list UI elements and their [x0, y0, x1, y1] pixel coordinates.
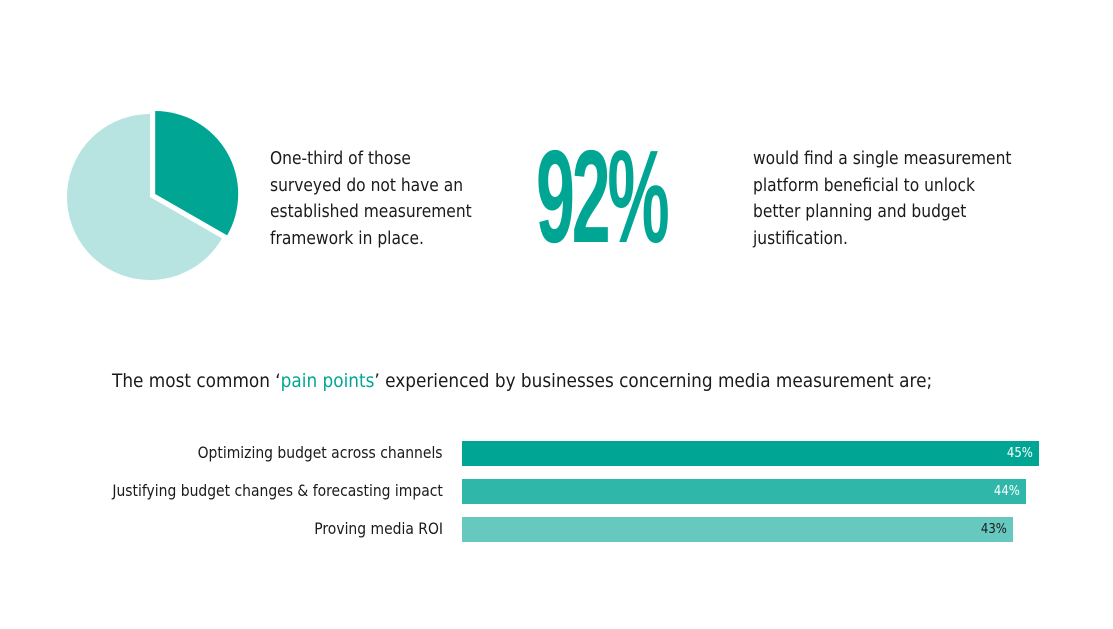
bar-category-label: Optimizing budget across channels: [198, 443, 443, 462]
headline-text-start: The most common ‘: [112, 370, 281, 392]
framework-stat-line: One-third of those: [270, 148, 411, 169]
bar-value-label: 43%: [981, 522, 1008, 537]
bar: 45%: [462, 441, 1039, 466]
bar: 43%: [462, 517, 1014, 542]
framework-stat-text: One-third of those surveyed do not have …: [270, 146, 472, 252]
platform-stat-text: would find a single measurement platform…: [753, 146, 1011, 252]
platform-stat-line: justification.: [753, 227, 848, 249]
bar-category-label: Justifying budget changes & forecasting …: [112, 481, 443, 500]
bar-value-label: 45%: [1006, 446, 1033, 461]
framework-stat-line: established measurement: [270, 201, 472, 222]
pie-chart: [67, 110, 239, 280]
platform-stat-line: platform beneficial to unlock: [753, 174, 975, 196]
framework-stat-line: framework in place.: [270, 227, 424, 249]
bar: 44%: [462, 479, 1027, 504]
headline-highlight: pain points: [280, 370, 375, 392]
platform-stat-line: better planning and budget: [753, 201, 967, 222]
big-percent-stat: 92%: [536, 123, 670, 270]
bar-value-label: 44%: [994, 484, 1021, 499]
pie-slice-highlight: [155, 110, 239, 236]
framework-stat-line: surveyed do not have an: [270, 174, 464, 196]
pie-slice-rest: [67, 114, 222, 280]
pain-points-headline: The most common ‘pain points’ experience…: [112, 368, 932, 394]
bar-category-label: Proving media ROI: [314, 519, 443, 538]
headline-text-end: ’ experienced by businesses concerning m…: [374, 370, 933, 392]
platform-stat-line: would find a single measurement: [753, 148, 1012, 169]
